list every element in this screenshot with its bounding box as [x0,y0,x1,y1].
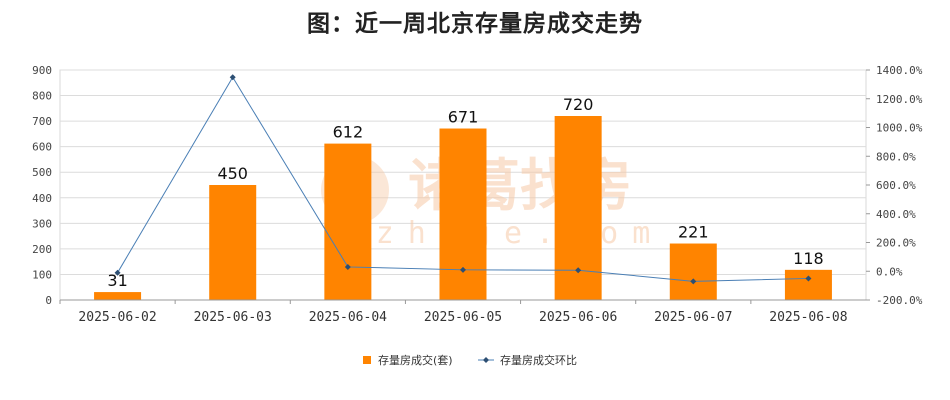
x-axis-tick-label: 2025-06-05 [424,310,502,325]
right-axis-tick-label: -200.0% [876,294,923,307]
x-axis-tick-label: 2025-06-03 [194,310,272,325]
right-axis-tick-label: 200.0% [876,237,916,250]
bar [784,269,832,300]
line-point [344,263,351,270]
x-axis-tick-label: 2025-06-02 [78,310,156,325]
bar-value-label: 31 [107,271,127,290]
bar-value-label: 221 [678,223,709,242]
legend-swatch-bar [363,356,371,364]
left-axis-tick-label: 0 [45,294,52,307]
legend-swatch-marker [483,357,489,363]
line-point [690,278,697,285]
legend-label-line: 存量房成交环比 [500,353,577,367]
left-axis-tick-label: 800 [32,90,52,103]
bar-value-label: 118 [793,249,824,268]
left-axis-tick-label: 500 [32,166,52,179]
line-point [460,266,466,273]
bar-value-label: 612 [333,123,364,142]
bar-value-label: 450 [217,164,248,183]
bar [324,143,372,300]
right-axis-tick-label: 800.0% [876,150,916,163]
line-point [229,74,236,81]
bar [209,185,257,300]
left-axis-tick-label: 600 [32,141,52,154]
left-axis-tick-label: 900 [32,64,52,77]
chart-title: 图：近一周北京存量房成交走势 [307,11,643,37]
left-axis-tick-label: 400 [32,192,52,205]
bar-value-label: 720 [563,95,594,114]
right-axis-tick-label: 1400.0% [876,64,923,77]
left-axis-tick-label: 300 [32,217,52,230]
line-point [114,269,121,276]
left-axis-tick-label: 700 [32,115,52,128]
bar [439,128,487,300]
right-axis-tick-label: 400.0% [876,208,916,221]
x-axis-tick-label: 2025-06-04 [309,310,387,325]
right-axis-tick-label: 0.0% [876,265,903,278]
left-axis-tick-label: 200 [32,243,52,256]
right-axis-tick-label: 1200.0% [876,93,923,106]
watermark-subtext: zhuge.com [376,216,665,251]
bar [94,292,142,300]
bar [669,243,717,300]
legend-label-bar: 存量房成交(套) [378,353,453,367]
right-axis-tick-label: 1000.0% [876,122,923,135]
x-axis-tick-label: 2025-06-08 [769,310,847,325]
right-axis-tick-label: 600.0% [876,179,916,192]
x-axis-tick-label: 2025-06-06 [539,310,617,325]
left-axis-tick-label: 100 [32,268,52,281]
bar-value-label: 671 [448,108,479,127]
line-point [805,275,812,282]
x-axis-tick-label: 2025-06-07 [654,310,732,325]
line-point [575,267,582,274]
